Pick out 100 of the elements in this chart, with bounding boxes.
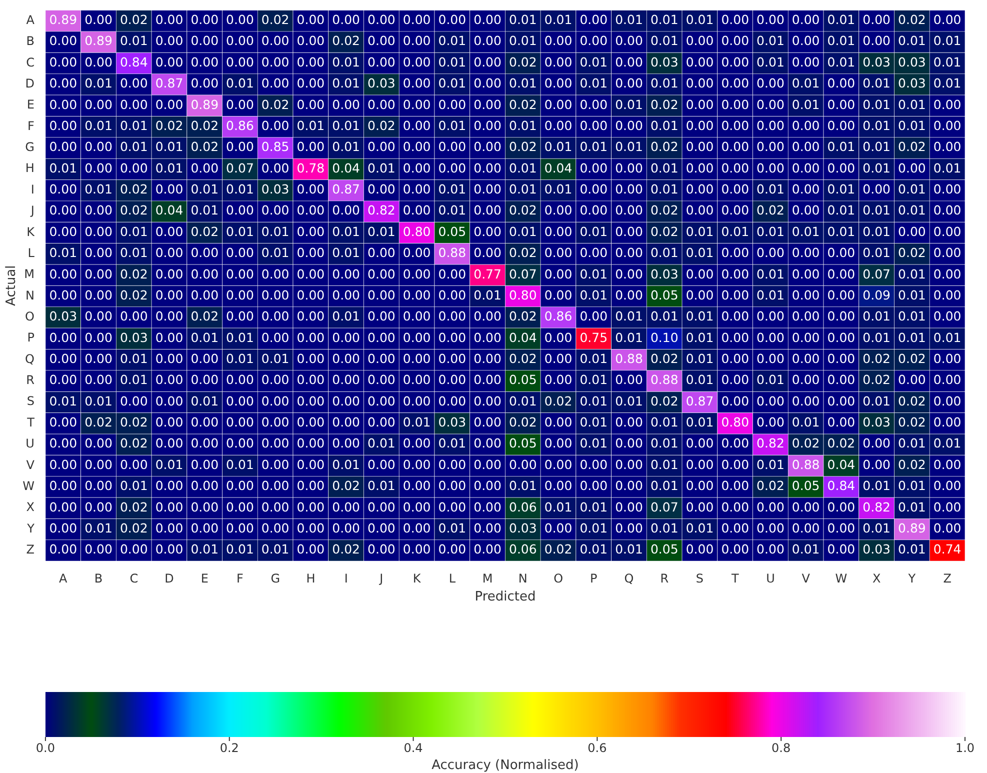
data-label: 0.00 — [933, 96, 962, 112]
data-label: 0.00 — [933, 224, 962, 239]
data-label: 0.00 — [686, 160, 714, 176]
data-label: 0.00 — [756, 393, 784, 408]
data-label: 0.00 — [332, 12, 360, 28]
data-label: 0.04 — [508, 330, 537, 345]
data-label: 0.00 — [544, 414, 572, 430]
data-label: 0.00 — [756, 96, 784, 112]
data-label: 0.00 — [933, 12, 962, 28]
data-label: 0.02 — [508, 139, 537, 154]
data-label: 0.02 — [508, 54, 537, 70]
data-label: 0.02 — [190, 139, 219, 154]
data-label: 0.01 — [862, 118, 891, 133]
data-label: 0.00 — [544, 287, 572, 302]
data-label: 0.02 — [898, 350, 926, 366]
data-label: 0.00 — [49, 478, 78, 494]
data-label: 0.01 — [615, 96, 643, 112]
data-label: 0.02 — [756, 202, 784, 218]
data-label: 0.00 — [261, 266, 290, 282]
data-label: 0.00 — [226, 436, 254, 451]
data-label: 0.82 — [862, 499, 891, 514]
data-label: 0.05 — [650, 542, 678, 557]
data-label: 0.00 — [474, 245, 502, 260]
data-label: 0.00 — [368, 12, 396, 28]
data-label: 0.78 — [296, 160, 325, 176]
data-label: 0.00 — [933, 139, 962, 154]
x-tick-label: P — [590, 571, 598, 586]
data-label: 0.05 — [438, 224, 466, 239]
data-label: 0.00 — [721, 542, 750, 557]
data-label: 0.00 — [296, 139, 325, 154]
data-label: 0.01 — [120, 118, 148, 133]
data-label: 0.89 — [898, 520, 926, 536]
data-label: 0.00 — [332, 436, 360, 451]
data-label: 0.00 — [898, 224, 926, 239]
data-label: 0.00 — [933, 245, 962, 260]
data-label: 0.00 — [474, 478, 502, 494]
data-label: 0.82 — [368, 202, 396, 218]
data-label: 0.00 — [544, 202, 572, 218]
data-label: 0.00 — [368, 139, 396, 154]
data-label: 0.00 — [933, 520, 962, 536]
data-label: 0.00 — [190, 160, 219, 176]
data-label: 0.01 — [862, 330, 891, 345]
data-label: 0.01 — [862, 96, 891, 112]
data-label: 0.00 — [84, 456, 112, 472]
data-label: 0.00 — [155, 478, 184, 494]
data-label: 0.00 — [261, 118, 290, 133]
data-label: 0.00 — [49, 456, 78, 472]
data-label: 0.01 — [190, 393, 219, 408]
data-label: 0.00 — [474, 224, 502, 239]
data-label: 0.74 — [933, 542, 962, 557]
x-tick-label: K — [412, 571, 422, 586]
data-label: 0.88 — [650, 372, 678, 388]
data-label: 0.02 — [898, 12, 926, 28]
data-label: 0.00 — [721, 139, 750, 154]
data-label: 0.01 — [580, 54, 608, 70]
x-tick-label: R — [660, 571, 669, 586]
data-label: 0.00 — [84, 54, 112, 70]
data-label: 0.00 — [438, 330, 466, 345]
data-label: 0.01 — [508, 393, 537, 408]
data-label: 0.01 — [756, 287, 784, 302]
data-label: 0.00 — [615, 414, 643, 430]
data-label: 0.00 — [368, 393, 396, 408]
data-label: 0.00 — [368, 308, 396, 324]
data-label: 0.00 — [615, 224, 643, 239]
data-label: 0.03 — [898, 76, 926, 91]
data-label: 0.01 — [686, 520, 714, 536]
data-label: 0.00 — [580, 478, 608, 494]
data-label: 0.00 — [933, 182, 962, 197]
data-label: 0.01 — [650, 456, 678, 472]
data-label: 0.00 — [615, 54, 643, 70]
data-label: 0.00 — [721, 266, 750, 282]
data-label: 0.00 — [438, 266, 466, 282]
data-label: 0.00 — [792, 520, 820, 536]
data-label: 0.00 — [155, 266, 184, 282]
data-label: 0.01 — [862, 308, 891, 324]
data-label: 0.00 — [402, 245, 431, 260]
y-tick-label: B — [26, 34, 34, 48]
data-label: 0.00 — [827, 542, 856, 557]
data-label: 0.00 — [402, 139, 431, 154]
data-label: 0.01 — [862, 393, 891, 408]
data-label: 0.00 — [615, 33, 643, 48]
data-label: 0.00 — [155, 54, 184, 70]
data-label: 0.00 — [296, 76, 325, 91]
data-label: 0.00 — [544, 76, 572, 91]
y-tick-label: G — [25, 140, 34, 154]
data-label: 0.00 — [84, 245, 112, 260]
data-label: 0.01 — [120, 245, 148, 260]
data-label: 0.00 — [474, 499, 502, 514]
data-label: 0.87 — [332, 182, 360, 197]
data-label: 0.00 — [721, 499, 750, 514]
x-tick-label: Z — [943, 571, 952, 586]
data-label: 0.00 — [332, 414, 360, 430]
data-label: 0.01 — [580, 542, 608, 557]
data-label: 0.00 — [686, 542, 714, 557]
data-label: 0.00 — [615, 266, 643, 282]
data-label: 0.00 — [474, 202, 502, 218]
data-label: 0.00 — [827, 350, 856, 366]
data-label: 0.01 — [756, 266, 784, 282]
data-label: 0.00 — [933, 414, 962, 430]
data-label: 0.01 — [650, 520, 678, 536]
